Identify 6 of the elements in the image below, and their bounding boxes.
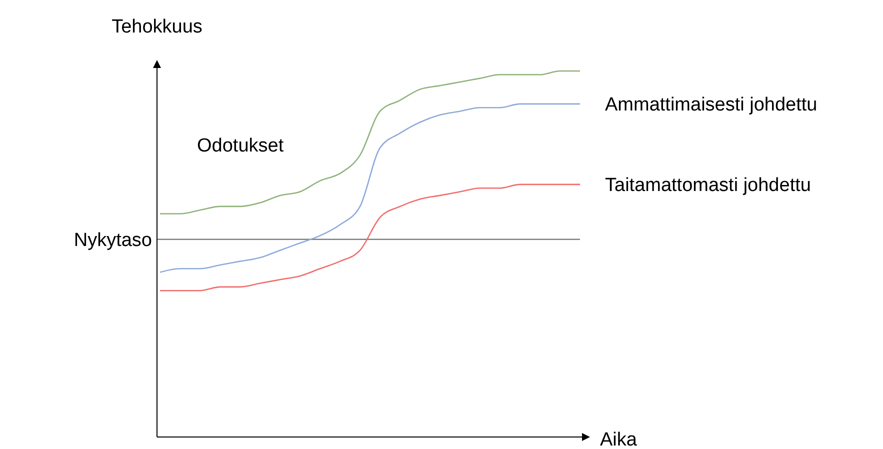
series-label: Taitamattomasti johdettu (605, 175, 811, 196)
series-label: Odotukset (197, 136, 284, 157)
x-axis-title: Aika (600, 430, 638, 449)
y-axis-title: Tehokkuus (112, 16, 202, 38)
ref-line-label: Nykytaso (74, 230, 152, 252)
series-label: Ammattimaisesti johdettu (605, 94, 818, 116)
